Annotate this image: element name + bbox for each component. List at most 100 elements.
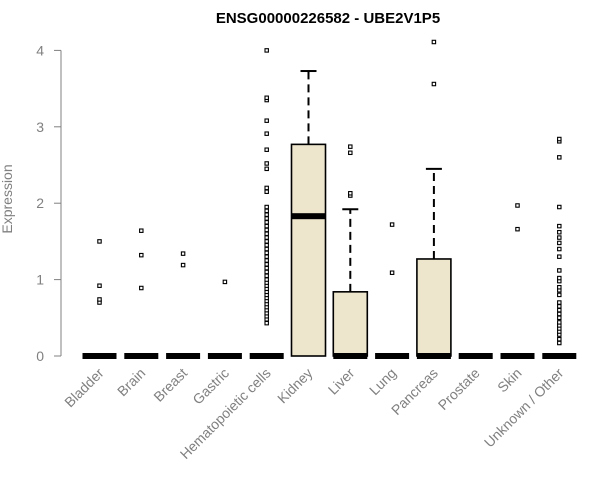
outlier-point — [557, 300, 562, 305]
box-group — [542, 136, 577, 359]
box-group — [207, 279, 242, 359]
outlier-point — [264, 246, 269, 252]
outlier-point — [557, 240, 562, 246]
outlier-point — [264, 265, 269, 271]
box-group — [82, 239, 117, 359]
y-tick-label: 1 — [36, 272, 44, 288]
outlier-point — [557, 155, 562, 160]
outlier-point — [264, 161, 269, 166]
outlier-point — [557, 340, 562, 346]
outlier-point — [264, 262, 269, 267]
outlier-point — [264, 131, 269, 136]
outlier-point — [264, 185, 269, 191]
outlier-point — [557, 311, 562, 317]
y-tick-label: 0 — [36, 348, 44, 364]
outlier-point — [264, 212, 269, 217]
outlier-point — [348, 144, 353, 149]
outlier-point — [264, 320, 269, 326]
x-tick-label: Bladder — [61, 365, 107, 411]
box-group — [416, 39, 452, 359]
box-group — [249, 48, 284, 359]
median-bar — [249, 353, 284, 359]
outlier-point — [515, 203, 520, 208]
outlier-point — [557, 320, 562, 325]
x-tick-label: Brain — [114, 365, 148, 399]
outlier-point — [557, 268, 562, 273]
median-bar — [333, 353, 368, 359]
y-tick-label: 2 — [36, 195, 44, 211]
outlier-point — [264, 258, 269, 263]
outlier-point — [139, 285, 144, 291]
outlier-point — [264, 269, 269, 275]
outlier-point — [97, 297, 102, 302]
outlier-point — [431, 39, 437, 45]
outlier-point — [557, 292, 562, 298]
box — [332, 291, 369, 357]
y-tick-label: 4 — [36, 42, 44, 58]
median-bar — [291, 213, 326, 220]
outlier-point — [180, 262, 186, 268]
outlier-point — [139, 228, 144, 233]
x-tick-label: Breast — [150, 365, 190, 405]
outlier-point — [557, 284, 562, 290]
median-bar — [500, 353, 535, 359]
outlier-point — [264, 277, 269, 282]
outlier-point — [557, 307, 562, 313]
outlier-point — [557, 235, 562, 240]
outlier-point — [557, 246, 562, 252]
outlier-point — [264, 48, 269, 53]
outlier-point — [557, 229, 562, 235]
outlier-point — [557, 304, 562, 309]
outlier-point — [264, 231, 269, 237]
outlier-point — [389, 270, 395, 275]
outlier-point — [557, 204, 562, 210]
box-group — [375, 222, 410, 359]
outlier-point — [264, 95, 269, 101]
outlier-point — [264, 189, 269, 194]
outlier-point — [557, 223, 562, 229]
y-tick-label: 3 — [36, 119, 44, 135]
x-tick-label: Liver — [325, 365, 358, 398]
plot-area — [82, 39, 577, 359]
box — [416, 258, 452, 357]
y-axis-title: Expression — [0, 164, 15, 233]
outlier-point — [557, 254, 562, 259]
box-group — [458, 353, 493, 359]
outlier-point — [264, 227, 269, 233]
outlier-point — [222, 279, 228, 285]
outlier-point — [557, 275, 562, 281]
outlier-point — [264, 239, 269, 244]
chart-title: ENSG00000226582 - UBE2V1P5 — [216, 10, 440, 27]
outlier-point — [264, 223, 269, 229]
x-tick-label: Prostate — [435, 365, 483, 413]
outlier-point — [431, 81, 437, 87]
outlier-point — [264, 208, 269, 214]
outlier-point — [557, 136, 562, 142]
outlier-point — [264, 166, 269, 172]
x-tick-label: Lung — [366, 365, 399, 398]
outlier-point — [264, 216, 269, 221]
x-tick-label: Unknown / Other — [481, 365, 567, 451]
box-group — [500, 203, 535, 359]
box-group — [332, 144, 369, 359]
outlier-point — [264, 254, 269, 259]
box-group — [124, 228, 159, 359]
median-bar — [166, 353, 201, 359]
outlier-point — [389, 222, 395, 227]
outlier-point — [264, 235, 269, 240]
box-group — [166, 251, 201, 359]
outlier-point — [557, 336, 562, 342]
median-bar — [207, 353, 242, 359]
x-tick-label: Skin — [494, 365, 525, 396]
outlier-point — [264, 204, 269, 210]
outlier-point — [97, 239, 102, 244]
outlier-point — [264, 273, 269, 279]
outlier-point — [180, 251, 186, 256]
outlier-point — [264, 118, 269, 123]
outlier-point — [139, 252, 144, 258]
median-bar — [416, 353, 451, 359]
median-bar — [542, 353, 577, 359]
median-bar — [458, 353, 493, 359]
